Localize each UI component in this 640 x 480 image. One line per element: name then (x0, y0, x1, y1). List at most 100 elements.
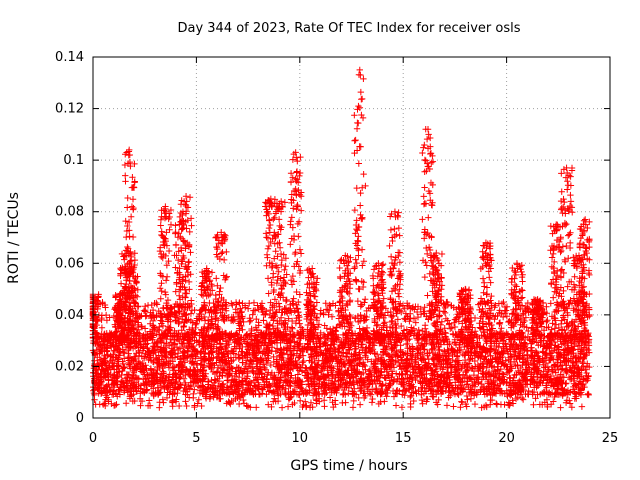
data-point (578, 403, 586, 410)
data-point (440, 300, 447, 307)
data-point (510, 346, 518, 353)
data-point (429, 393, 436, 400)
data-point (409, 345, 417, 352)
data-points (89, 66, 593, 411)
data-point (323, 335, 330, 343)
data-point (467, 395, 475, 402)
data-point (222, 338, 230, 345)
data-point (260, 317, 267, 324)
data-point (558, 341, 565, 348)
data-point (327, 302, 334, 310)
data-point (133, 342, 140, 349)
data-point (452, 316, 460, 323)
data-point (399, 391, 406, 398)
data-point (444, 360, 451, 367)
data-point (516, 350, 523, 357)
data-point (377, 398, 384, 406)
data-point (521, 317, 528, 325)
data-point (522, 314, 530, 321)
data-point (388, 374, 395, 381)
data-point (186, 367, 194, 374)
data-point (272, 381, 279, 388)
data-point (180, 387, 187, 395)
data-point (360, 317, 368, 324)
data-point (395, 334, 402, 341)
data-point (296, 353, 303, 361)
data-point (503, 387, 510, 394)
data-point (179, 340, 186, 348)
data-point (255, 385, 262, 393)
data-point (447, 325, 454, 332)
data-point (471, 314, 479, 322)
data-point (144, 372, 151, 379)
data-point (367, 372, 375, 380)
data-point (458, 399, 466, 406)
data-point (280, 356, 287, 364)
data-point (397, 342, 404, 349)
data-point (571, 368, 578, 375)
data-point (443, 402, 451, 409)
data-point (491, 364, 498, 371)
data-point (183, 402, 190, 410)
data-point (533, 339, 541, 346)
data-point (273, 347, 281, 355)
data-point (554, 359, 562, 366)
data-point (110, 347, 117, 355)
data-point (122, 400, 130, 407)
data-point (453, 314, 460, 321)
data-point (146, 402, 154, 409)
data-point (270, 353, 277, 361)
data-point (187, 310, 195, 317)
data-point (91, 391, 98, 399)
data-point (421, 374, 429, 382)
data-point (383, 393, 390, 400)
data-point (154, 356, 161, 364)
data-point (138, 312, 145, 319)
data-point (433, 363, 440, 370)
data-point (350, 374, 357, 381)
data-point (299, 359, 306, 366)
data-point (445, 389, 452, 396)
data-point (299, 352, 307, 359)
data-point (415, 326, 422, 334)
data-point (98, 324, 106, 331)
data-point (367, 391, 375, 398)
data-point (585, 339, 592, 347)
data-point (253, 315, 260, 323)
data-point (268, 403, 275, 411)
data-point (509, 397, 516, 404)
data-point (137, 390, 144, 397)
data-point (392, 402, 400, 409)
data-point (106, 314, 113, 321)
data-point (507, 392, 514, 399)
data-point (563, 362, 570, 369)
data-point (467, 375, 474, 382)
data-point (334, 362, 341, 370)
data-point (483, 403, 490, 411)
data-point (201, 317, 209, 324)
data-point (455, 357, 463, 364)
data-point (348, 330, 355, 338)
data-point (392, 358, 399, 366)
data-point (277, 314, 285, 321)
data-point (585, 390, 592, 398)
data-point (267, 361, 275, 369)
data-point (428, 386, 436, 394)
data-point (519, 311, 527, 319)
data-point (242, 304, 249, 311)
data-point (390, 393, 398, 400)
data-point (482, 353, 489, 360)
data-point (435, 339, 442, 347)
data-point (476, 324, 483, 331)
data-point (451, 323, 459, 331)
data-point (111, 401, 119, 409)
data-point (422, 361, 429, 369)
data-point (504, 393, 511, 400)
data-point (430, 320, 438, 328)
data-point (245, 344, 252, 352)
data-point (450, 319, 458, 326)
data-point (407, 393, 414, 401)
data-point (389, 370, 396, 377)
data-point (582, 377, 590, 385)
